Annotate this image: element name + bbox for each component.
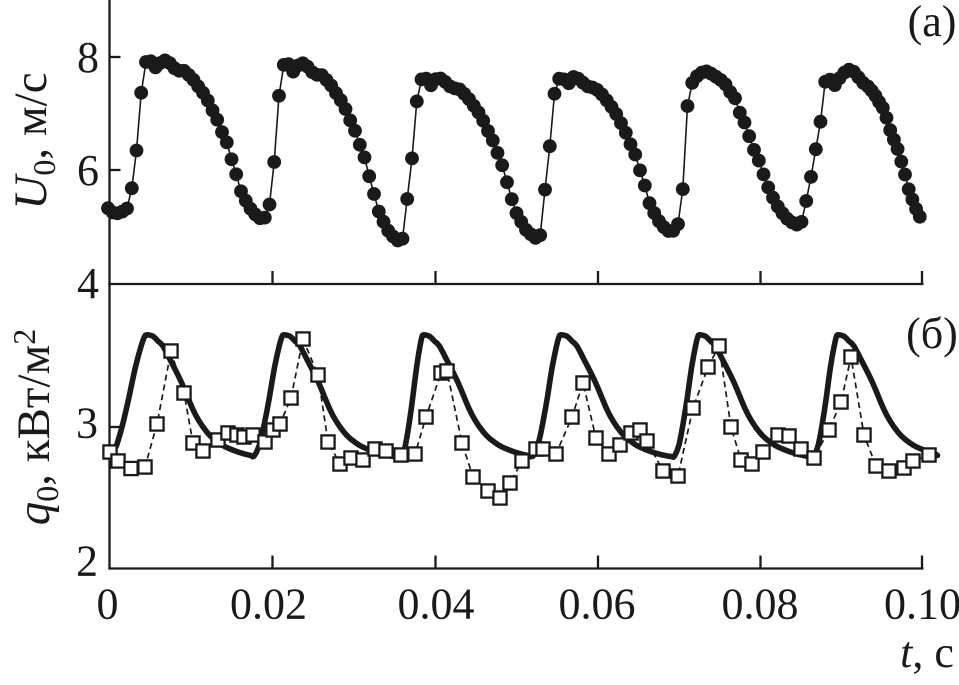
svg-text:0: 0	[97, 580, 119, 629]
svg-text:(б): (б)	[906, 309, 958, 358]
svg-text:t, с: t, с	[900, 628, 954, 677]
svg-text:0.08: 0.08	[722, 580, 799, 629]
svg-text:0.02: 0.02	[230, 580, 307, 629]
svg-text:0.06: 0.06	[559, 580, 636, 629]
svg-text:6: 6	[77, 146, 99, 195]
svg-text:3: 3	[76, 399, 98, 448]
svg-text:q0, кВт/м2: q0, кВт/м2	[6, 329, 65, 526]
svg-text:0.04: 0.04	[398, 580, 475, 629]
svg-text:4: 4	[77, 259, 99, 308]
svg-text:U0, м/с: U0, м/с	[5, 72, 62, 209]
svg-text:0.10: 0.10	[884, 580, 959, 629]
svg-text:2: 2	[76, 537, 98, 586]
svg-text:8: 8	[77, 33, 99, 82]
svg-text:(а): (а)	[908, 0, 957, 46]
